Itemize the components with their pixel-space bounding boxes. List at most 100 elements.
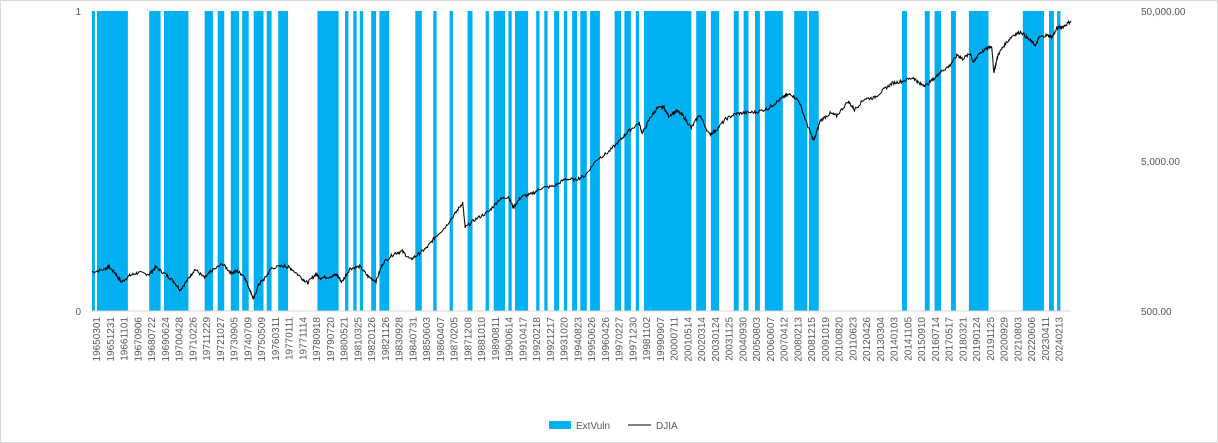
x-tick-label: 19651231 bbox=[106, 317, 117, 362]
extvuln-bars bbox=[92, 11, 1061, 311]
right-axis-tick-label: 5,000.00 bbox=[1141, 157, 1180, 168]
extvuln-bar-11 bbox=[317, 11, 339, 311]
x-tick-label: 20141105 bbox=[903, 317, 914, 361]
x-tick-label: 20200929 bbox=[1000, 317, 1011, 362]
extvuln-bar-21 bbox=[485, 11, 489, 311]
left-axis-tick-label: 0 bbox=[75, 307, 81, 318]
x-tick-label: 20080213 bbox=[793, 317, 804, 362]
x-tick-label: 19890811 bbox=[491, 317, 502, 361]
x-tick-label: 19820126 bbox=[367, 317, 378, 362]
x-tick-label: 20040930 bbox=[738, 317, 749, 362]
x-tick-label: 20010514 bbox=[683, 317, 694, 362]
x-tick-label: 20170517 bbox=[945, 317, 956, 362]
extvuln-bar-24 bbox=[515, 11, 529, 311]
extvuln-bar-17 bbox=[415, 11, 422, 311]
x-tick-label: 19900614 bbox=[505, 317, 516, 362]
djia-line bbox=[91, 19, 1072, 301]
extvuln-bar-5 bbox=[217, 11, 225, 311]
x-tick-label: 19650301 bbox=[92, 317, 103, 362]
x-tick-label: 19670906 bbox=[133, 317, 144, 362]
x-tick-label: 19871208 bbox=[463, 317, 474, 362]
extvuln-bar-12 bbox=[345, 11, 349, 311]
extvuln-bar-8 bbox=[253, 11, 264, 311]
x-tick-label: 19710226 bbox=[188, 317, 199, 362]
x-tick-label: 20240213 bbox=[1055, 317, 1066, 362]
x-tick-label: 20210803 bbox=[1013, 317, 1024, 362]
x-tick-labels: 19650301 19651231 19661101 19670906 19680722… bbox=[92, 317, 1066, 362]
extvuln-bar-50 bbox=[1049, 11, 1054, 311]
x-tick-label: 19971230 bbox=[628, 317, 639, 362]
extvuln-bar-0 bbox=[92, 11, 95, 311]
x-tick-label: 20180321 bbox=[958, 317, 969, 362]
extvuln-bar-19 bbox=[449, 11, 453, 311]
extvuln-bar-32 bbox=[614, 11, 622, 311]
extvuln-bar-33 bbox=[624, 11, 631, 311]
extvuln-bar-51 bbox=[1057, 11, 1061, 311]
x-tick-label: 20130304 bbox=[876, 317, 887, 362]
x-tick-label: 20100820 bbox=[835, 317, 846, 362]
extvuln-bar-30 bbox=[580, 11, 587, 311]
extvuln-bar-15 bbox=[371, 11, 377, 311]
extvuln-bar-37 bbox=[710, 11, 720, 311]
extvuln-bar-46 bbox=[934, 11, 942, 311]
extvuln-bar-6 bbox=[230, 11, 239, 311]
extvuln-bar-13 bbox=[353, 11, 357, 311]
extvuln-bar-23 bbox=[508, 11, 512, 311]
x-tick-label: 19771114 bbox=[298, 317, 309, 360]
x-tick-label: 19921217 bbox=[546, 317, 557, 362]
extvuln-bar-44 bbox=[902, 11, 907, 311]
extvuln-bar-26 bbox=[544, 11, 548, 311]
x-tick-label: 19981102 bbox=[642, 317, 653, 361]
x-tick-label: 19800521 bbox=[340, 317, 351, 362]
x-tick-label: 19821126 bbox=[381, 317, 392, 361]
x-tick-label: 20030124 bbox=[711, 317, 722, 362]
x-tick-label: 19870205 bbox=[450, 317, 461, 362]
x-tick-label: 19920218 bbox=[532, 317, 543, 362]
x-tick-label: 20160714 bbox=[931, 317, 942, 362]
x-tick-label: 19910417 bbox=[518, 317, 529, 362]
x-tick-label: 19780918 bbox=[312, 317, 323, 362]
x-tick-label: 19810325 bbox=[353, 317, 364, 362]
extvuln-bar-25 bbox=[536, 11, 540, 311]
extvuln-bar-18 bbox=[433, 11, 437, 311]
extvuln-bar-1 bbox=[96, 11, 128, 311]
x-tick-label: 19970227 bbox=[615, 317, 626, 362]
extvuln-bar-38 bbox=[733, 11, 739, 311]
x-tick-label: 19840731 bbox=[408, 317, 419, 362]
x-tick-label: 20190124 bbox=[972, 317, 983, 362]
x-tick-label: 19950626 bbox=[587, 317, 598, 362]
extvuln-bar-9 bbox=[266, 11, 272, 311]
x-tick-label: 19690624 bbox=[161, 317, 172, 362]
x-tick-label: 20020314 bbox=[697, 317, 708, 362]
extvuln-bar-47 bbox=[951, 11, 956, 311]
x-tick-label: 20070412 bbox=[780, 317, 791, 362]
x-tick-label: 20081215 bbox=[807, 317, 818, 362]
extvuln-bar-14 bbox=[359, 11, 364, 311]
extvuln-bar-16 bbox=[379, 11, 390, 311]
x-tick-label: 19790720 bbox=[326, 317, 337, 362]
extvuln-bar-49 bbox=[1022, 11, 1044, 311]
extvuln-bar-28 bbox=[563, 11, 568, 311]
extvuln-bar-35 bbox=[644, 11, 692, 311]
legend-swatch-extvuln bbox=[549, 421, 571, 429]
extvuln-bar-7 bbox=[242, 11, 249, 311]
x-tick-label: 20091019 bbox=[821, 317, 832, 362]
extvuln-bar-3 bbox=[163, 11, 189, 311]
extvuln-bar-42 bbox=[794, 11, 808, 311]
x-tick-label: 19700428 bbox=[175, 317, 186, 362]
x-tick-label: 20031125 bbox=[725, 317, 736, 361]
x-tick-label: 19740709 bbox=[243, 317, 254, 362]
x-tick-label: 19730905 bbox=[230, 317, 241, 362]
extvuln-bar-10 bbox=[278, 11, 288, 311]
x-tick-label: 19990907 bbox=[656, 317, 667, 362]
x-tick-label: 19860407 bbox=[436, 317, 447, 362]
axes: 0 1 500.00 5,000.00 50,000.00 bbox=[75, 7, 1185, 318]
extvuln-bar-29 bbox=[572, 11, 577, 311]
x-tick-label: 19661101 bbox=[120, 317, 131, 361]
x-tick-label: 20060607 bbox=[766, 317, 777, 362]
x-tick-label: 20140103 bbox=[890, 317, 901, 362]
extvuln-bar-20 bbox=[467, 11, 473, 311]
x-tick-label: 20191125 bbox=[986, 317, 997, 361]
x-tick-label: 19711229 bbox=[202, 317, 213, 361]
